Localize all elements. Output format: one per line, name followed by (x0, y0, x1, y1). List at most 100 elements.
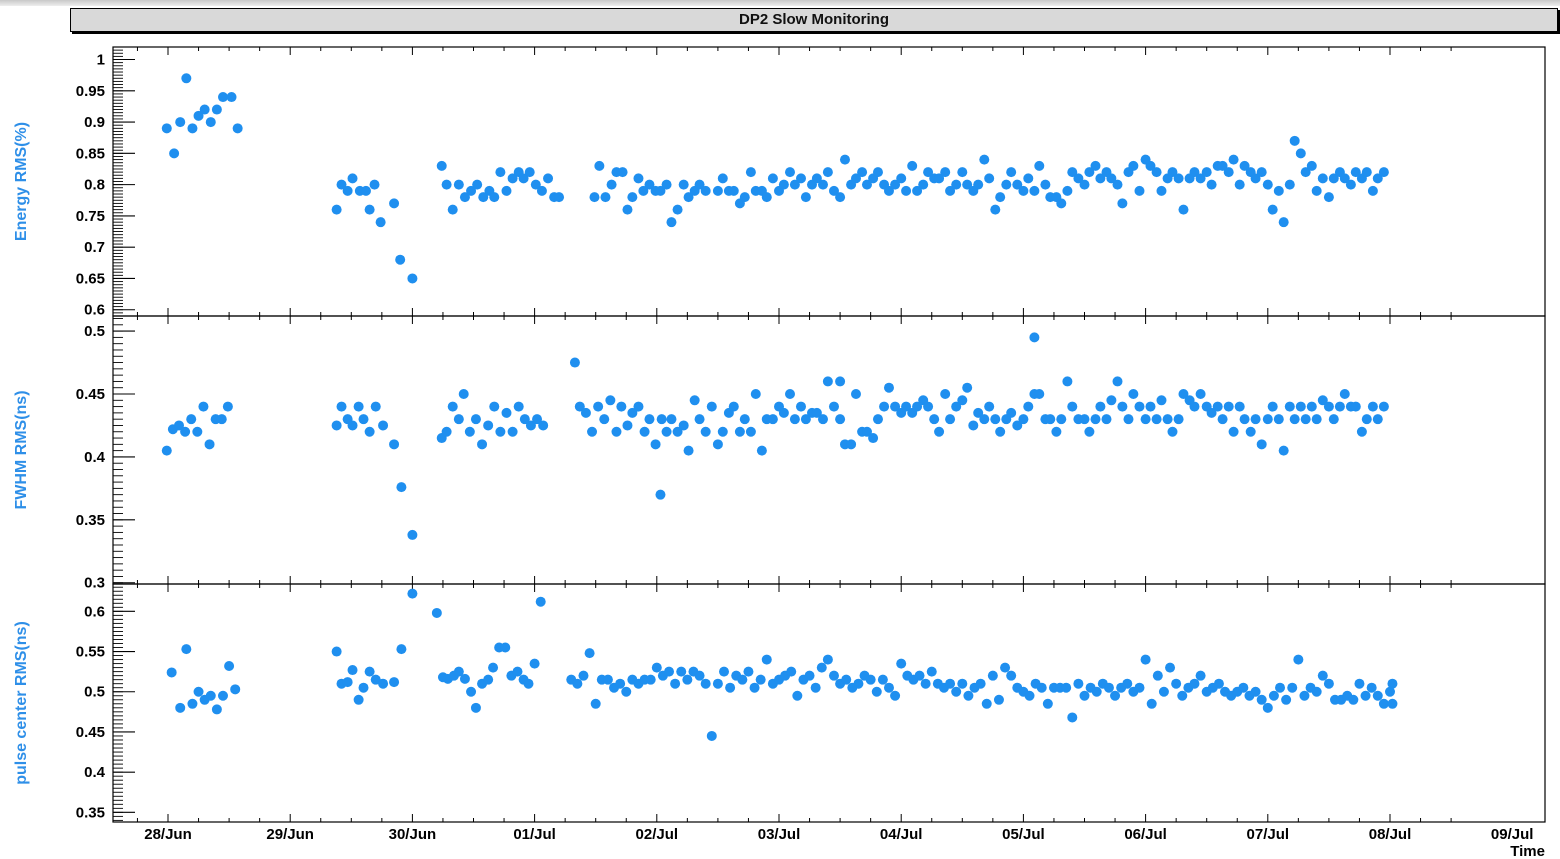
data-point (1177, 690, 1188, 701)
data-point (1095, 401, 1106, 412)
data-point (1024, 690, 1035, 701)
data-point (1167, 426, 1178, 437)
y-tick-label: 0.9 (84, 114, 105, 131)
data-point (532, 414, 543, 425)
data-point (962, 382, 973, 393)
data-point (683, 192, 694, 203)
data-point (822, 654, 833, 665)
data-point (1073, 173, 1084, 184)
data-point (1367, 401, 1378, 412)
data-point (1156, 185, 1167, 196)
data-point (180, 426, 191, 437)
data-point (519, 414, 530, 425)
data-point (1195, 670, 1206, 681)
data-point (1173, 173, 1184, 184)
data-point (543, 173, 554, 184)
data-point (1042, 698, 1053, 709)
data-point (500, 642, 511, 653)
data-point (192, 426, 203, 437)
data-point (389, 198, 400, 209)
data-point (217, 92, 228, 103)
data-point (431, 607, 442, 618)
data-point (896, 658, 907, 669)
data-point (572, 678, 583, 689)
data-point (1385, 686, 1395, 697)
data-point (1328, 173, 1339, 184)
data-point (478, 192, 489, 203)
data-point (1018, 414, 1029, 425)
data-point (466, 185, 477, 196)
data-point (879, 401, 890, 412)
data-point (347, 173, 358, 184)
data-point (661, 426, 672, 437)
data-point (529, 658, 540, 669)
data-point (1345, 179, 1356, 190)
data-point (700, 185, 711, 196)
chart-title: DP2 Slow Monitoring (70, 8, 1558, 32)
data-point (1189, 167, 1200, 178)
data-point (934, 173, 945, 184)
data-point (868, 433, 879, 444)
data-point (1084, 426, 1095, 437)
data-point (1317, 670, 1328, 681)
data-point (1056, 198, 1067, 209)
data-point (187, 123, 198, 134)
data-point (1061, 682, 1072, 693)
data-point (1134, 682, 1145, 693)
data-point (1206, 179, 1217, 190)
data-point (861, 426, 872, 437)
data-point (1361, 167, 1372, 178)
data-point (1234, 179, 1245, 190)
data-point (621, 686, 632, 697)
data-point (995, 426, 1006, 437)
data-point (1378, 401, 1389, 412)
data-point (871, 686, 882, 697)
data-point (1201, 167, 1212, 178)
data-point (1273, 185, 1284, 196)
data-point (1328, 414, 1339, 425)
data-point (1306, 401, 1317, 412)
x-tick-label: 29/Jun (266, 826, 314, 843)
y-tick-label: 0.85 (76, 145, 105, 162)
data-point (525, 420, 536, 431)
data-point (694, 414, 705, 425)
y-tick-label: 0.45 (76, 386, 105, 403)
data-point (1323, 678, 1334, 689)
data-point (940, 389, 951, 400)
data-point (1366, 682, 1377, 693)
data-point (923, 401, 934, 412)
data-point (1262, 702, 1273, 713)
data-point (364, 426, 375, 437)
data-point (1360, 690, 1371, 701)
data-point (204, 439, 215, 450)
data-point (389, 439, 400, 450)
data-point (865, 674, 876, 685)
data-point (940, 167, 951, 178)
data-point (973, 179, 984, 190)
data-point (984, 401, 995, 412)
data-point (784, 389, 795, 400)
data-point (1134, 185, 1145, 196)
data-point (470, 414, 481, 425)
data-point (872, 414, 883, 425)
data-point (912, 401, 923, 412)
data-point (1140, 654, 1151, 665)
data-point (828, 185, 839, 196)
y-tick-label: 0.6 (84, 603, 105, 620)
data-point (222, 401, 233, 412)
data-point (1167, 167, 1178, 178)
data-point (1067, 712, 1078, 723)
data-point (1306, 160, 1317, 171)
data-point (342, 677, 353, 688)
data-point (655, 185, 666, 196)
data-point (1256, 694, 1267, 705)
data-point (353, 694, 364, 705)
data-point (678, 179, 689, 190)
data-point (817, 414, 828, 425)
data-point (639, 426, 650, 437)
data-point (1079, 690, 1090, 701)
data-point (1134, 401, 1145, 412)
data-point (1000, 662, 1011, 673)
data-point (175, 117, 186, 128)
